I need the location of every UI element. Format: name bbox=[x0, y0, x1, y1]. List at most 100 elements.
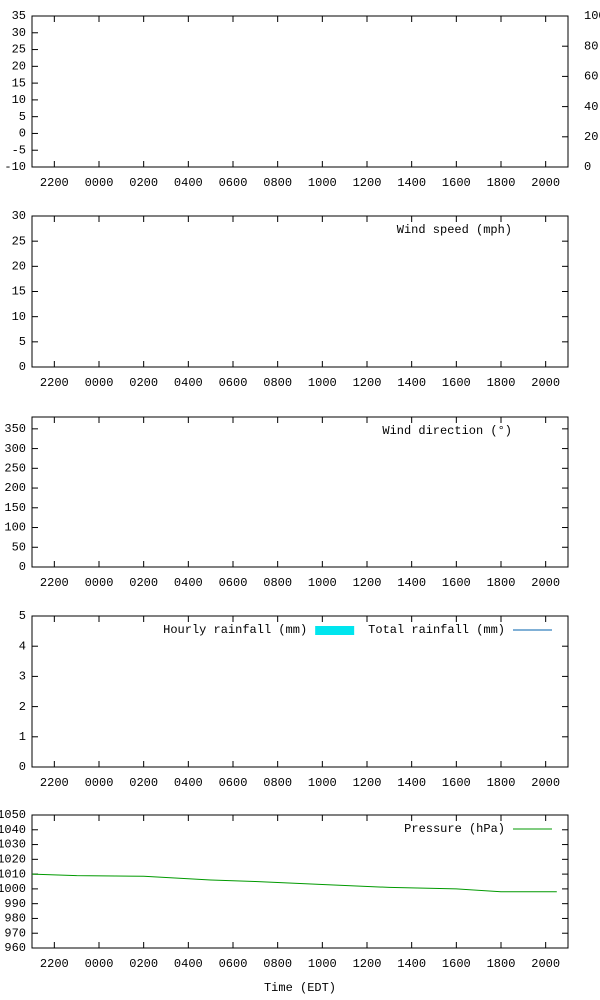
y-tick-label: 250 bbox=[4, 461, 26, 475]
x-tick-label: 1200 bbox=[353, 957, 382, 971]
y-tick-label: 1030 bbox=[0, 838, 26, 852]
x-tick-label: 0400 bbox=[174, 957, 203, 971]
y2-tick-label: 0 bbox=[584, 160, 591, 174]
plot-frame bbox=[31, 416, 569, 568]
y-tick-label: 1020 bbox=[0, 853, 26, 867]
y-tick-label: 5 bbox=[19, 110, 26, 124]
y-tick-label: 15 bbox=[12, 285, 26, 299]
x-tick-label: 2200 bbox=[40, 776, 69, 790]
legend-label: Pressure (hPa) bbox=[404, 822, 505, 836]
y-tick-label: 50 bbox=[12, 540, 26, 554]
x-tick-label: 0600 bbox=[219, 776, 248, 790]
y-tick-label: 1010 bbox=[0, 867, 26, 881]
y-tick-label: 1050 bbox=[0, 808, 26, 822]
x-tick-label: 1400 bbox=[397, 376, 426, 390]
plot-frame bbox=[31, 615, 569, 768]
series-line bbox=[31, 873, 557, 893]
x-tick-label: 0000 bbox=[85, 776, 114, 790]
x-tick-label: 0200 bbox=[129, 376, 158, 390]
y-tick-label: 35 bbox=[12, 9, 26, 23]
x-tick-label: 0600 bbox=[219, 376, 248, 390]
x-tick-label: 1000 bbox=[308, 957, 337, 971]
x-tick-label: 1000 bbox=[308, 576, 337, 590]
y-tick-label: 0 bbox=[19, 360, 26, 374]
y-tick-label: 980 bbox=[4, 912, 26, 926]
y-tick-label: 100 bbox=[4, 521, 26, 535]
x-tick-label: 2000 bbox=[531, 176, 560, 190]
x-tick-label: 0000 bbox=[85, 576, 114, 590]
x-tick-label: 0800 bbox=[263, 376, 292, 390]
x-tick-label: 0600 bbox=[219, 957, 248, 971]
y-tick-label: 1040 bbox=[0, 823, 26, 837]
y-tick-label: 20 bbox=[12, 260, 26, 274]
y-tick-label: 350 bbox=[4, 422, 26, 436]
x-tick-label: 1400 bbox=[397, 176, 426, 190]
y-tick-label: 300 bbox=[4, 442, 26, 456]
legend-label: Wind direction (°) bbox=[382, 424, 512, 438]
x-tick-label: 2000 bbox=[531, 776, 560, 790]
y-tick-label: 20 bbox=[12, 60, 26, 74]
x-tick-label: 1400 bbox=[397, 576, 426, 590]
x-tick-label: 1800 bbox=[487, 576, 516, 590]
x-tick-label: 2200 bbox=[40, 376, 69, 390]
x-tick-label: 0800 bbox=[263, 776, 292, 790]
y2-tick-label: 60 bbox=[584, 70, 598, 84]
x-tick-label: 2200 bbox=[40, 176, 69, 190]
x-tick-label: 2200 bbox=[40, 957, 69, 971]
x-tick-label: 2000 bbox=[531, 957, 560, 971]
x-tick-label: 0200 bbox=[129, 957, 158, 971]
y-tick-label: 3 bbox=[19, 670, 26, 684]
y-tick-label: 1 bbox=[19, 730, 26, 744]
x-tick-label: 1200 bbox=[353, 376, 382, 390]
y-tick-label: 30 bbox=[12, 26, 26, 40]
x-tick-label: 1600 bbox=[442, 576, 471, 590]
x-tick-label: 1800 bbox=[487, 776, 516, 790]
y-tick-label: 15 bbox=[12, 76, 26, 90]
x-tick-label: 0800 bbox=[263, 176, 292, 190]
x-tick-label: 0800 bbox=[263, 957, 292, 971]
x-tick-label: 0800 bbox=[263, 576, 292, 590]
y-tick-label: 960 bbox=[4, 941, 26, 955]
x-tick-label: 0200 bbox=[129, 776, 158, 790]
x-tick-label: 2000 bbox=[531, 576, 560, 590]
x-tick-label: 1600 bbox=[442, 776, 471, 790]
x-tick-label: 0000 bbox=[85, 176, 114, 190]
legend-swatch bbox=[315, 626, 355, 635]
y-tick-label: 0 bbox=[19, 127, 26, 141]
y-tick-label: 4 bbox=[19, 639, 26, 653]
y-tick-label: 1000 bbox=[0, 882, 26, 896]
y-tick-label: 5 bbox=[19, 609, 26, 623]
x-tick-label: 0000 bbox=[85, 376, 114, 390]
y-tick-label: 150 bbox=[4, 501, 26, 515]
y-tick-label: 970 bbox=[4, 926, 26, 940]
x-tick-label: 0200 bbox=[129, 176, 158, 190]
y-tick-label: 10 bbox=[12, 93, 26, 107]
y2-tick-label: 20 bbox=[584, 130, 598, 144]
x-tick-label: 1200 bbox=[353, 576, 382, 590]
y-tick-label: 25 bbox=[12, 43, 26, 57]
y-tick-label: 200 bbox=[4, 481, 26, 495]
x-tick-label: 1800 bbox=[487, 176, 516, 190]
x-tick-label: 2200 bbox=[40, 576, 69, 590]
x-tick-label: 1600 bbox=[442, 176, 471, 190]
legend-label: Hourly rainfall (mm) bbox=[163, 623, 307, 637]
y-tick-label: 25 bbox=[12, 234, 26, 248]
x-tick-label: 1600 bbox=[442, 376, 471, 390]
y-tick-label: 2 bbox=[19, 700, 26, 714]
x-tick-label: 1800 bbox=[487, 957, 516, 971]
y-tick-label: -5 bbox=[12, 143, 26, 157]
x-tick-label: 0200 bbox=[129, 576, 158, 590]
x-tick-label: 0600 bbox=[219, 176, 248, 190]
x-tick-label: 0400 bbox=[174, 576, 203, 590]
x-tick-label: 1200 bbox=[353, 176, 382, 190]
legend-label: Wind speed (mph) bbox=[397, 223, 512, 237]
legend-label: Total rainfall (mm) bbox=[368, 623, 505, 637]
x-tick-label: 1000 bbox=[308, 776, 337, 790]
y-tick-label: 30 bbox=[12, 209, 26, 223]
x-tick-label: 1400 bbox=[397, 776, 426, 790]
x-tick-label: 1600 bbox=[442, 957, 471, 971]
y-tick-label: 990 bbox=[4, 897, 26, 911]
plot-frame bbox=[31, 215, 569, 368]
x-tick-label: 1000 bbox=[308, 176, 337, 190]
